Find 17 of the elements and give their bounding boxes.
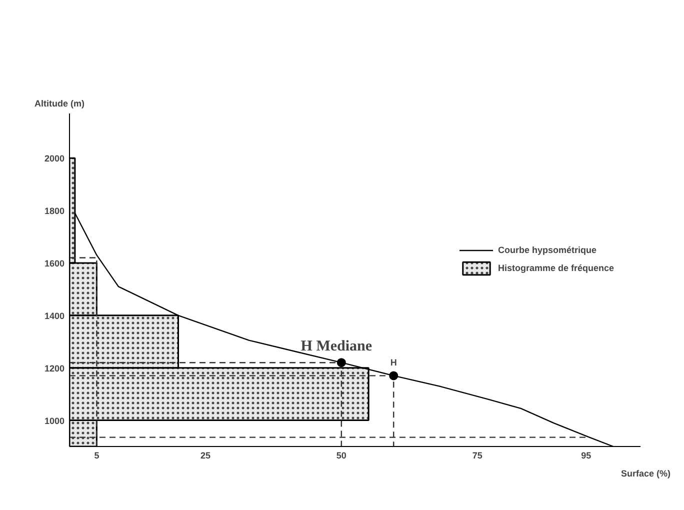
- x-tick-label: 50: [336, 450, 346, 460]
- legend-label: Histogramme de fréquence: [498, 263, 614, 273]
- y-tick-label: 1600: [44, 258, 65, 268]
- x-tick-label: 95: [581, 450, 592, 460]
- x-tick-label: 25: [200, 450, 210, 460]
- y-tick-label: 1800: [44, 206, 65, 216]
- annotation: H Mediane: [300, 338, 372, 355]
- y-tick-label: 2000: [44, 154, 65, 164]
- x-tick-label: 75: [472, 450, 482, 460]
- x-tick-label: 5: [94, 450, 100, 460]
- y-axis-title: Altitude (m): [34, 98, 84, 108]
- legend-label: Courbe hypsométrique: [498, 245, 597, 255]
- x-axis-title: Surface (%): [620, 468, 671, 478]
- y-tick-label: 1400: [44, 310, 65, 321]
- y-tick-label: 1000: [44, 416, 65, 426]
- y-tick-label: 1200: [44, 363, 65, 374]
- annotation: H: [390, 358, 397, 368]
